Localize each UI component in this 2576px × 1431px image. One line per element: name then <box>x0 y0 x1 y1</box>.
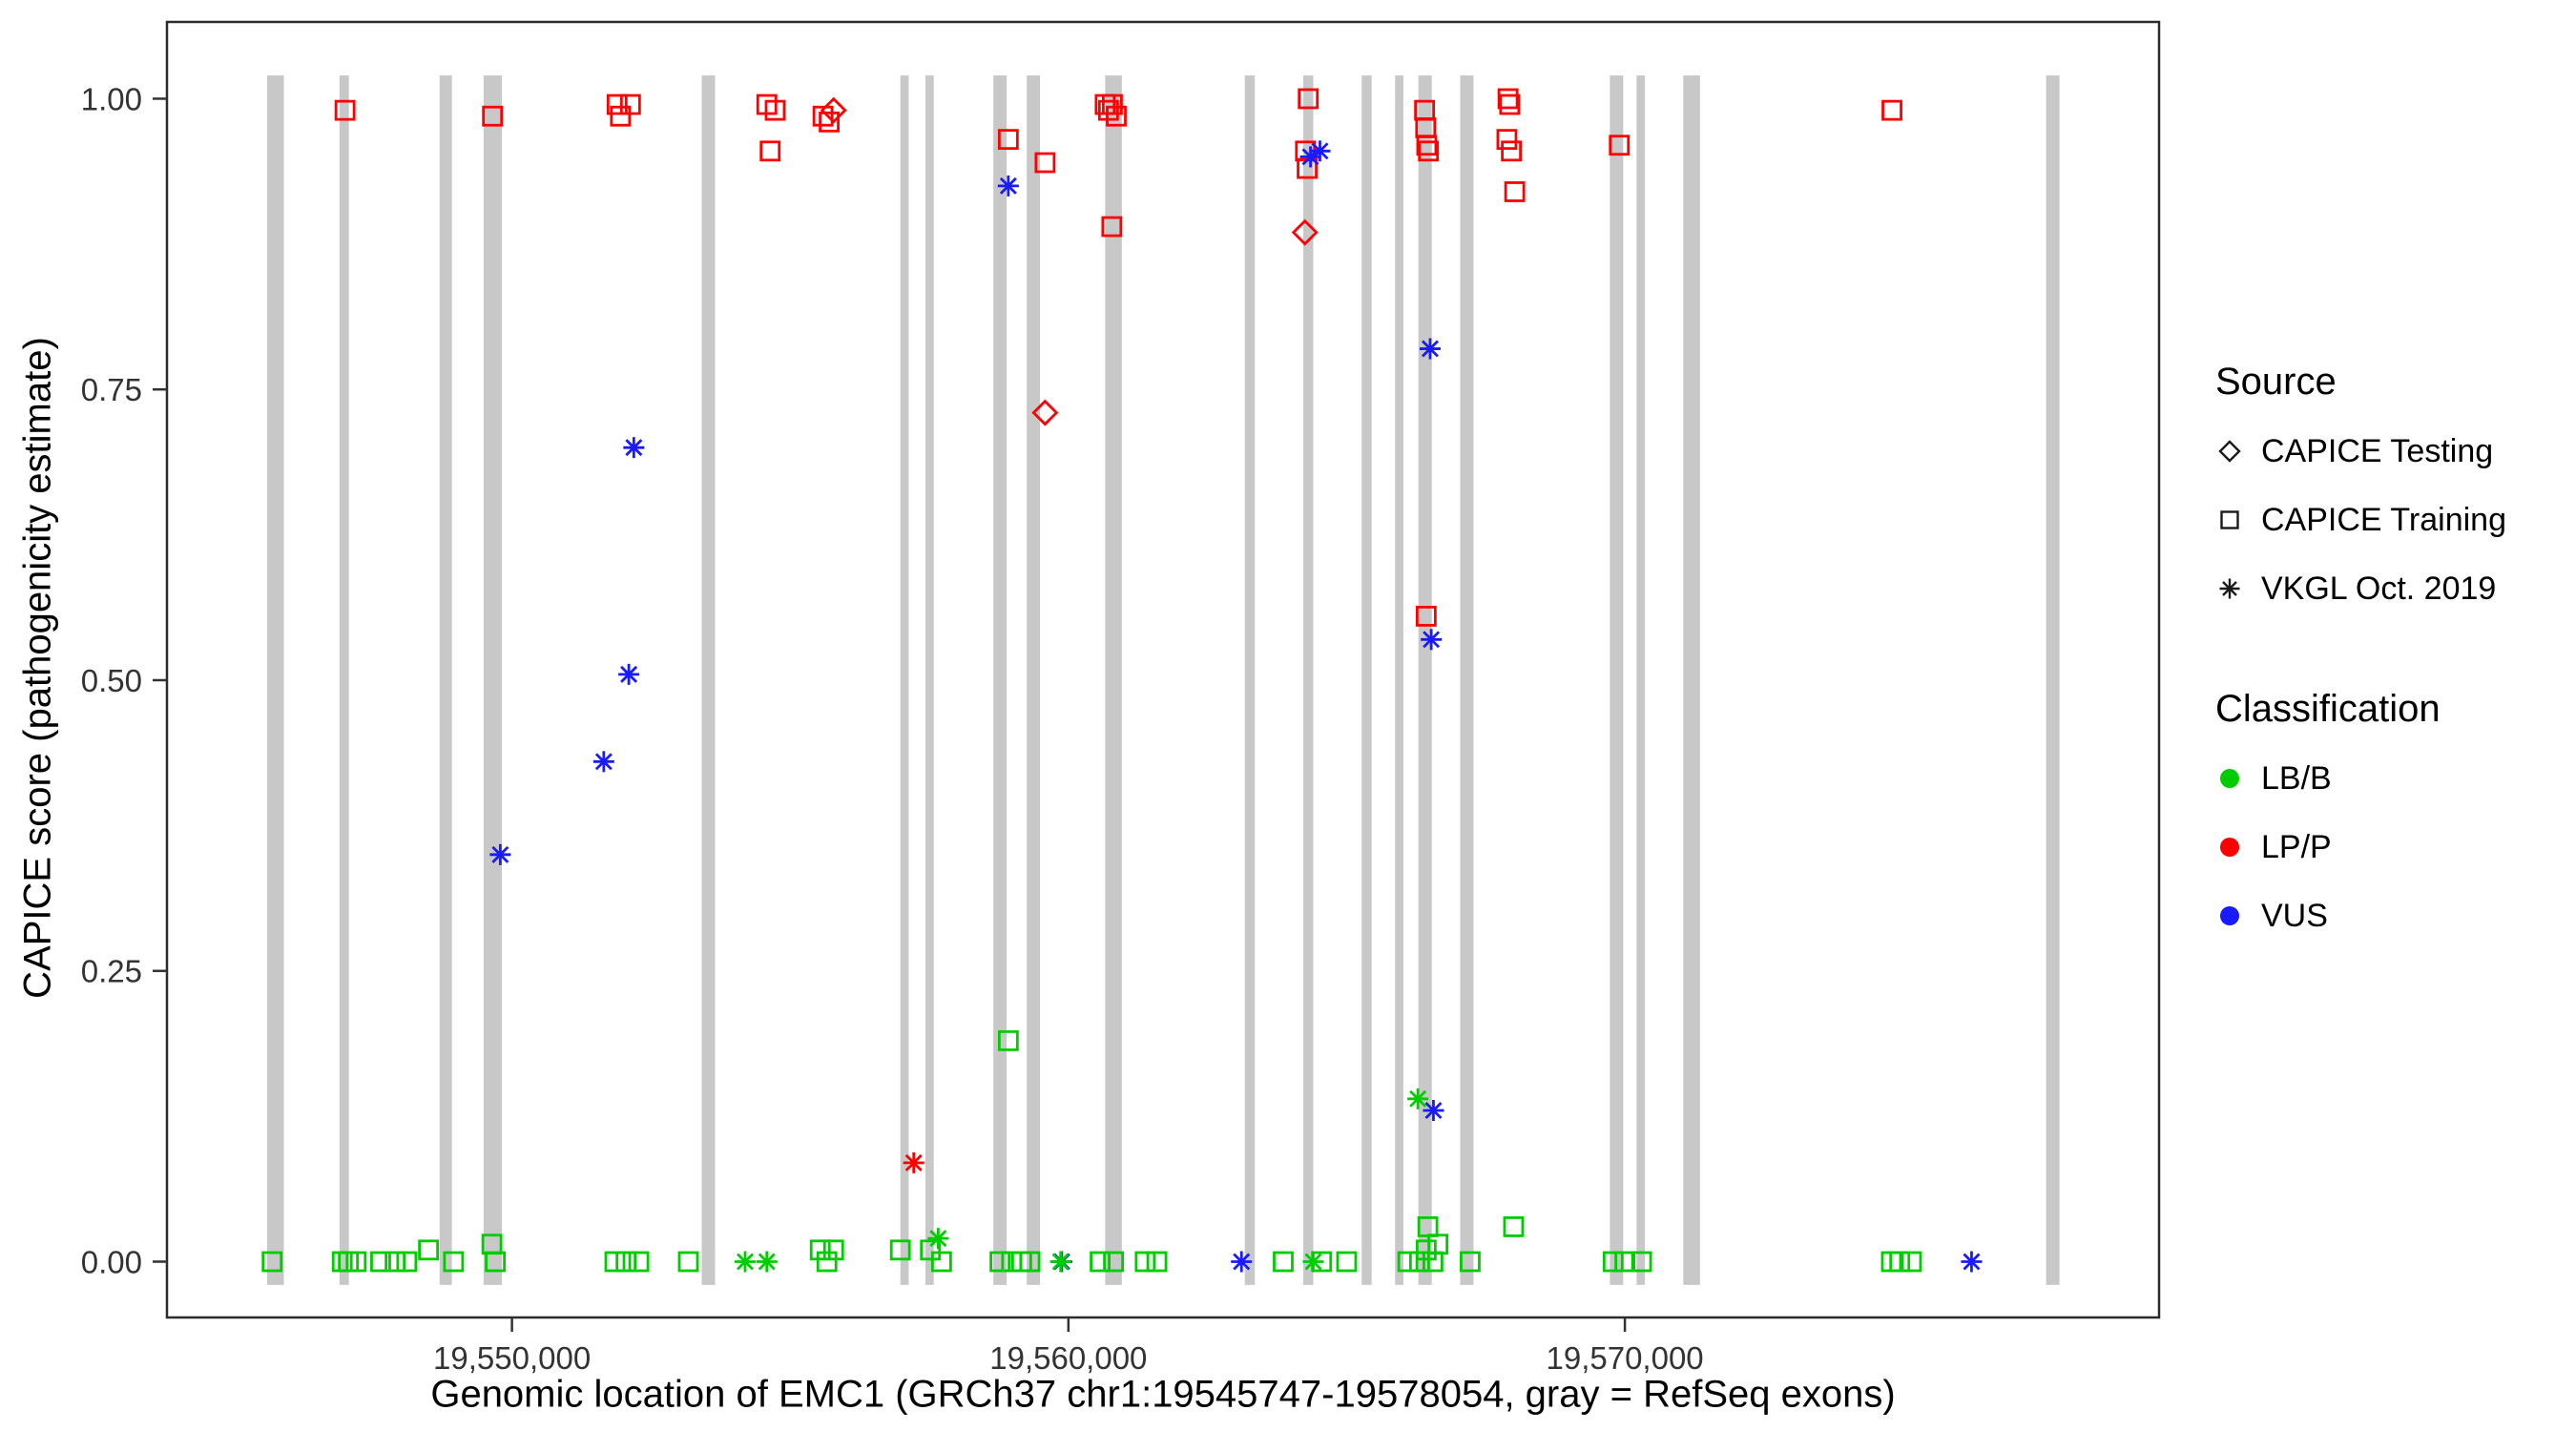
legend-classification: Classification LB/B LP/P VUS <box>2215 688 2506 935</box>
y-tick-label: 0.75 <box>81 372 142 407</box>
panel-border <box>165 20 2161 1319</box>
legend-label: VKGL Oct. 2019 <box>2261 570 2497 607</box>
data-points <box>261 88 1983 1273</box>
x-tick-label: 19,560,000 <box>989 1340 1147 1376</box>
square-icon <box>2215 508 2244 532</box>
y-tick-label: 0.50 <box>81 663 142 698</box>
y-axis-title: CAPICE score (pathogenicity estimate) <box>16 337 59 999</box>
legend-label: CAPICE Training <box>2261 502 2506 538</box>
blue-dot-icon <box>2215 903 2244 928</box>
red-dot-icon <box>2215 835 2244 860</box>
legend-item-lpp: LP/P <box>2215 828 2506 866</box>
x-tick-label: 19,550,000 <box>433 1340 591 1376</box>
asterisk-icon <box>2215 576 2244 601</box>
legend-item-vus: VUS <box>2215 897 2506 935</box>
legend-item-capice-testing: CAPICE Testing <box>2215 432 2506 470</box>
legend-label: LP/P <box>2261 829 2332 865</box>
legend-classification-title: Classification <box>2215 688 2441 730</box>
legend-source-title: Source <box>2215 361 2337 403</box>
axes: 19,550,000 19,560,000 19,570,000 0.00 0.25 0.… <box>81 81 1704 1376</box>
y-tick-label: 1.00 <box>81 81 142 116</box>
exon-bars <box>266 75 2060 1285</box>
green-dot-icon <box>2215 766 2244 791</box>
legend-item-vkgl: VKGL Oct. 2019 <box>2215 570 2506 608</box>
legend-label: VUS <box>2261 898 2328 934</box>
x-tick-label: 19,570,000 <box>1547 1340 1704 1376</box>
legend-label: LB/B <box>2261 760 2332 797</box>
y-tick-label: 0.25 <box>81 954 142 989</box>
legend-item-capice-training: CAPICE Training <box>2215 501 2506 539</box>
x-axis-title: Genomic location of EMC1 (GRCh37 chr1:19… <box>430 1373 1896 1416</box>
legend: Source CAPICE Testing CAPICE Training VK… <box>2215 361 2506 965</box>
legend-label: CAPICE Testing <box>2261 433 2494 469</box>
legend-item-lbb: LB/B <box>2215 759 2506 798</box>
diamond-icon <box>2215 439 2244 464</box>
legend-source: Source CAPICE Testing CAPICE Training VK… <box>2215 361 2506 608</box>
y-tick-label: 0.00 <box>81 1244 142 1279</box>
